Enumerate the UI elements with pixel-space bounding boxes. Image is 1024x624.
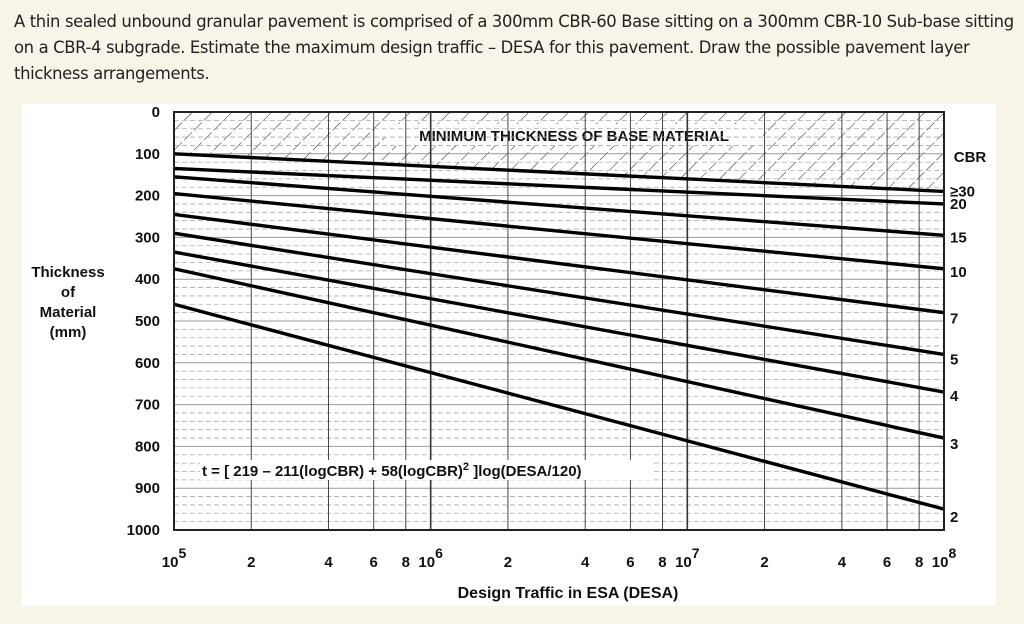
y-axis-ticks: 0 100 200 300 400 500 600 700 800 900 1000 [127,104,160,539]
cbr-curve-4 [174,250,944,394]
y-tick-label: 900 [135,480,160,497]
y-tick-label: 400 [135,271,160,288]
y-tick-label: 200 [135,188,160,205]
cbr-label: 10 [950,264,967,281]
x-tick-label: 105 [162,545,187,571]
x-tick-label: 6 [370,554,378,571]
y-tick-label: 300 [135,229,160,246]
cbr-header: CBR [954,149,987,166]
x-tick-label: 8 [402,554,410,571]
svg-text:of: of [61,284,76,301]
cbr-label: 5 [950,351,958,368]
cbr-curve-15 [174,175,944,238]
cbr-curves [174,152,944,511]
hatch-label: MINIMUM THICKNESS OF BASE MATERIAL [419,128,729,145]
cbr-label: 2 [950,509,958,526]
y-tick-label: 700 [135,397,160,414]
svg-text:Material: Material [40,304,97,321]
cbr-label: 15 [950,229,967,246]
cbr-curve-5 [174,231,944,357]
x-tick-label: 2 [504,554,512,571]
y-tick-label: 600 [135,355,160,372]
cbr-curve-30 [174,152,944,194]
y-tick-label: 800 [135,438,160,455]
cbr-curve-7 [174,212,944,315]
x-tick-label: 6 [626,554,634,571]
x-tick-label: 4 [581,554,590,571]
x-tick-label: 2 [247,554,255,571]
x-tick-label: 108 [932,545,957,571]
x-tick-label: 4 [838,554,847,571]
cbr-curve-10 [174,191,944,271]
y-tick-label: 0 [152,104,160,121]
cbr-label: 7 [950,311,958,328]
x-tick-label: 106 [418,545,443,571]
cbr-label: 20 [950,196,967,213]
cbr-label: 4 [950,388,959,405]
x-tick-label: 4 [324,554,333,571]
x-tick-label: 107 [675,545,700,571]
y-tick-label: 1000 [127,522,160,539]
x-tick-label: 6 [883,554,891,571]
svg-text:(mm): (mm) [50,324,87,341]
x-tick-label: 8 [915,554,923,571]
pavement-design-chart: MINIMUM THICKNESS OF BASE MATERIAL t = [… [22,104,996,606]
cbr-label: 3 [950,436,958,453]
y-axis-title: Thickness of Material (mm) [31,264,104,341]
question-text: A thin sealed unbound granular pavement … [14,12,1014,83]
x-tick-label: 2 [760,554,768,571]
y-tick-label: 500 [135,313,160,330]
svg-text:Thickness: Thickness [31,264,104,281]
x-axis-ticks: 105 2 4 6 8 106 2 4 6 8 107 2 4 6 8 108 [162,545,957,571]
x-tick-label: 8 [658,554,666,571]
formula-annotation: t = [ 219 – 211(logCBR) + 58(logCBR)2 ]l… [202,461,582,480]
hatch-label-bg [385,124,763,146]
x-axis-title: Design Traffic in ESA (DESA) [458,585,679,602]
cbr-label: ≥30 [950,183,975,200]
cbr-curve-3 [174,267,944,440]
y-tick-label: 100 [135,146,160,163]
chart-svg: MINIMUM THICKNESS OF BASE MATERIAL t = [… [31,104,987,602]
cbr-curve-20 [174,166,944,206]
plot-frame [173,111,945,531]
cbr-curve-2 [174,302,944,511]
